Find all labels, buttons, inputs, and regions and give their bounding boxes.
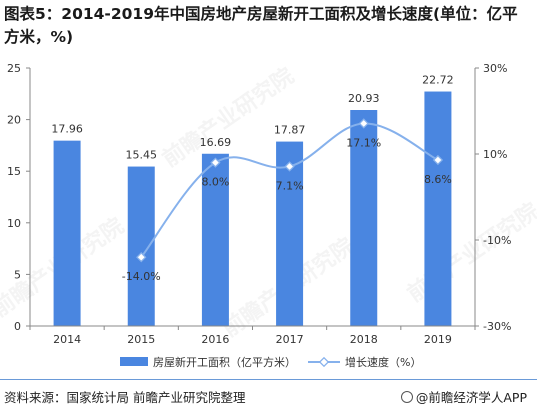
legend: 房屋新开工面积（亿平方米） 增长速度（%） bbox=[120, 355, 421, 369]
y-right-tick-label: 10% bbox=[483, 148, 507, 161]
growth-value-label: -14.0% bbox=[122, 270, 161, 283]
growth-point bbox=[432, 154, 444, 166]
chart-svg: 17.96 15.45 16.69 17.87 20.93 22.72 -14.0% 8.0… bbox=[7, 62, 511, 369]
legend-bar-label: 房屋新开工面积（亿平方米） bbox=[153, 355, 296, 369]
growth-point bbox=[358, 118, 369, 129]
line-layer: -14.0% 8.0% 7.1% 17.1% 8.6% bbox=[122, 118, 452, 283]
bar bbox=[201, 153, 229, 326]
bar bbox=[350, 110, 378, 326]
bar-labels-layer: 17.96 15.45 16.69 17.87 20.93 22.72 bbox=[51, 74, 453, 162]
bar-value-label: 15.45 bbox=[126, 149, 158, 162]
growth-value-label: 17.1% bbox=[346, 136, 381, 149]
x-tick-label: 2019 bbox=[424, 333, 452, 346]
growth-value-label: 8.6% bbox=[424, 173, 452, 186]
x-tick-label: 2018 bbox=[350, 333, 378, 346]
x-tick-label: 2016 bbox=[201, 333, 229, 346]
brand-logo-icon bbox=[400, 391, 413, 403]
bar-value-label: 17.96 bbox=[51, 123, 83, 136]
bars-layer bbox=[53, 91, 452, 326]
growth-point bbox=[136, 252, 147, 263]
y-right-tick-label: -30% bbox=[483, 320, 511, 333]
growth-value-label: 8.0% bbox=[201, 176, 229, 189]
brand-credit: @前瞻经济学人APP bbox=[400, 387, 527, 406]
growth-value-label: 7.1% bbox=[276, 179, 304, 192]
y-left-tick-label: 25 bbox=[7, 62, 21, 75]
bar bbox=[424, 91, 452, 326]
footer-divider bbox=[0, 379, 537, 380]
bar-value-label: 22.72 bbox=[422, 74, 454, 87]
x-tick-label: 2015 bbox=[127, 333, 155, 346]
brand-label: @前瞻经济学人APP bbox=[415, 390, 527, 405]
y-right-tick-label: -10% bbox=[483, 234, 511, 247]
legend-line-label: 增长速度（%） bbox=[345, 355, 421, 369]
x-tick-label: 2014 bbox=[53, 333, 81, 346]
bar-value-label: 17.87 bbox=[274, 124, 306, 137]
axes-layer: 0 5 10 15 20 25 -30% -10% 10% 30% 2014 2015 2016 2017… bbox=[7, 62, 511, 346]
legend-bar-swatch bbox=[120, 357, 148, 366]
y-left-tick-label: 5 bbox=[14, 268, 21, 281]
chart-title: 图表5：2014-2019年中国房地产房屋新开工面积及增长速度(单位：亿平方米，… bbox=[4, 5, 518, 46]
legend-line-marker bbox=[318, 356, 330, 368]
y-left-tick-label: 10 bbox=[7, 217, 21, 230]
bar bbox=[276, 141, 304, 326]
growth-point bbox=[210, 157, 221, 168]
y-left-tick-label: 0 bbox=[14, 320, 21, 333]
y-left-tick-label: 15 bbox=[7, 165, 21, 178]
x-tick-label: 2017 bbox=[276, 333, 304, 346]
bar bbox=[53, 140, 81, 326]
y-left-tick-label: 20 bbox=[7, 114, 21, 127]
source-text: 资料来源：国家统计局 前瞻产业研究院整理 bbox=[4, 390, 246, 405]
y-right-tick-label: 30% bbox=[483, 62, 507, 75]
bar-value-label: 16.69 bbox=[200, 136, 232, 149]
growth-point bbox=[284, 161, 295, 172]
bar-value-label: 20.93 bbox=[348, 92, 380, 105]
bar bbox=[127, 166, 155, 326]
